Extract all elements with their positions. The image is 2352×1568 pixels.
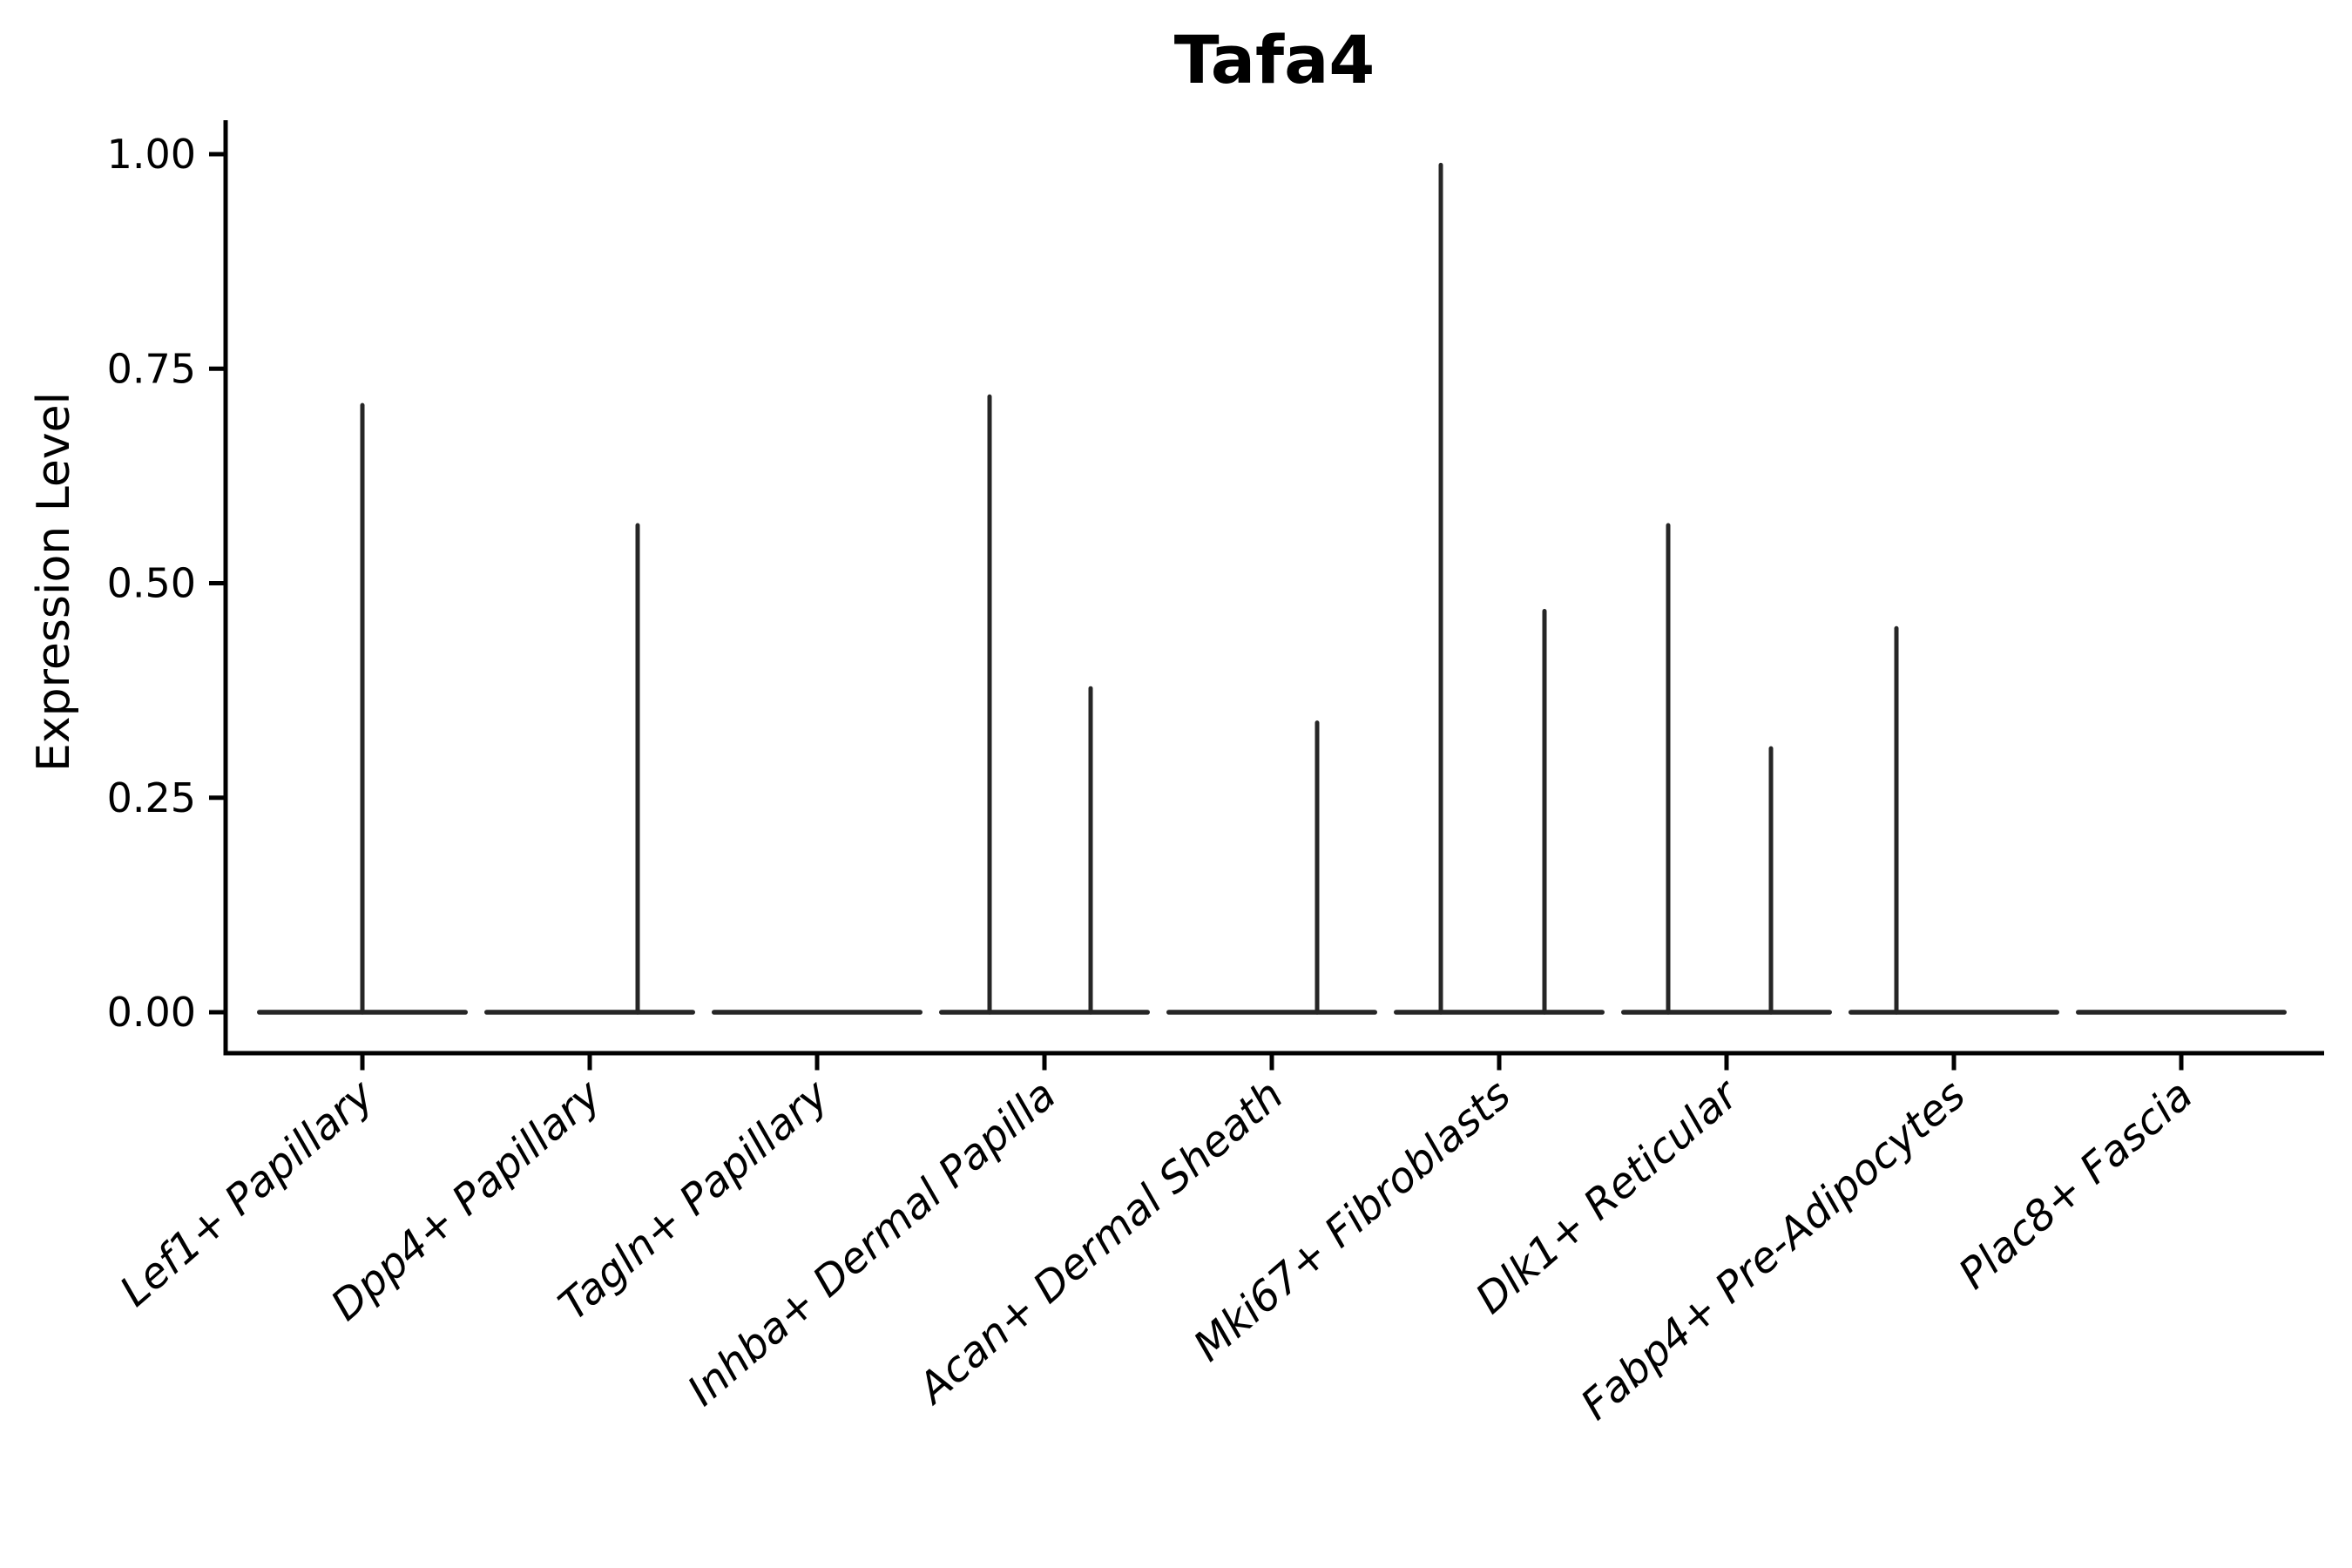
y-tick-label: 0.50	[107, 560, 196, 607]
violin-spike	[987, 394, 992, 1015]
violin-spike	[1088, 686, 1093, 1015]
violin-base	[1166, 1010, 1377, 1015]
x-tick-label-inhba-dermal-papilla: Inhba+ Dermal Papilla	[679, 1071, 1065, 1416]
y-tick-labels: 0.00 0.25 0.50 0.75 1.00	[107, 131, 196, 1036]
violin-base	[484, 1010, 695, 1015]
violin-inhba-dermal-papilla	[939, 394, 1150, 1015]
violin-spike	[1438, 162, 1443, 1015]
y-tick-label: 1.00	[107, 131, 196, 178]
violin-spike	[635, 523, 640, 1015]
violin-plac8-fascia	[2076, 1010, 2287, 1015]
violin-base	[939, 1010, 1150, 1015]
violin-tagln-papillary	[712, 1010, 923, 1015]
violin-spike	[360, 402, 365, 1015]
violin-spike	[1666, 523, 1671, 1015]
violin-spike	[1894, 625, 1899, 1015]
violin-base	[2076, 1010, 2287, 1015]
axes-layer	[209, 120, 2324, 1071]
violin-mki67-fibroblasts	[1394, 162, 1605, 1015]
chart-title: Tafa4	[1173, 21, 1375, 98]
violin-base	[1394, 1010, 1605, 1015]
violin-dpp4-papillary	[484, 523, 695, 1015]
y-tick-label: 0.00	[107, 989, 196, 1036]
y-tick-label: 0.25	[107, 774, 196, 821]
violin-spike	[1768, 746, 1774, 1015]
violin-dlk1-reticular	[1621, 523, 1832, 1015]
violin-fabp4-pre-adipocytes	[1848, 625, 2059, 1015]
y-tick-label: 0.75	[107, 345, 196, 392]
violin-acan-dermal-sheath	[1166, 720, 1377, 1015]
x-tick-label-fabp4-pre-adipocytes: Fabp4+ Pre-Adipocytes	[1571, 1071, 1975, 1429]
violin-spike	[1315, 720, 1320, 1015]
violin-base	[712, 1010, 923, 1015]
violin-base	[1848, 1010, 2059, 1015]
x-tick-label-plac8-fascia: Plac8+ Fascia	[1950, 1071, 2202, 1299]
violin-spike	[1542, 609, 1547, 1015]
x-tick-label-acan-dermal-sheath: Acan+ Dermal Sheath	[907, 1071, 1292, 1415]
violin-base	[1621, 1010, 1832, 1015]
violin-lef1-papillary	[257, 402, 468, 1015]
violin-layer	[257, 162, 2287, 1015]
